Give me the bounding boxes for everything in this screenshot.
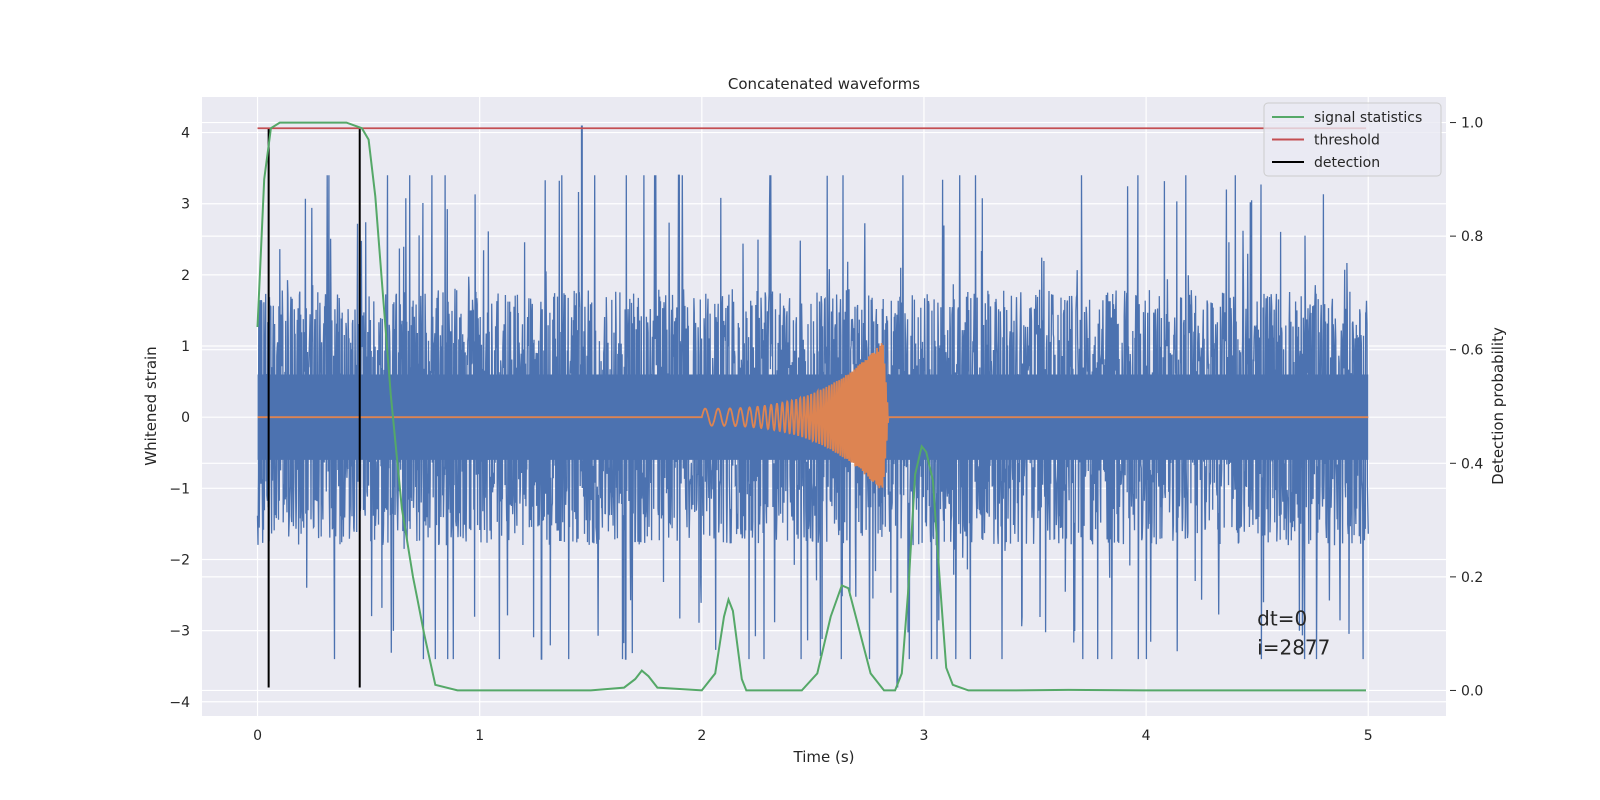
- y-tick-label: −2: [169, 552, 190, 568]
- y-tick-label: −1: [169, 481, 190, 497]
- y-tick-label: −3: [169, 624, 190, 640]
- chirp-line: [257, 343, 1369, 489]
- y2-tick-label: 0.8: [1461, 229, 1483, 245]
- y2-tick-label: 1.0: [1461, 116, 1483, 132]
- noise-line: [256, 174, 1369, 660]
- y-tick-label: 0: [181, 410, 190, 426]
- legend-label: threshold: [1314, 133, 1380, 149]
- legend: signal statistics threshold detection: [1263, 102, 1442, 177]
- chart-title: Concatenated waveforms: [728, 75, 920, 93]
- annotation-text: dt=0: [1257, 607, 1307, 631]
- signal-statistics-series: [256, 121, 1366, 692]
- y2-tick-label: 0.4: [1461, 456, 1483, 472]
- y2-tick-label: 0.6: [1461, 343, 1483, 359]
- signal-chirp-series: [257, 343, 1369, 489]
- y-tick-label: −4: [169, 695, 190, 711]
- legend-box: [1263, 102, 1442, 177]
- x-tick-label: 2: [697, 728, 706, 744]
- y-tick-label: 2: [181, 268, 190, 284]
- detection-series: [267, 129, 361, 688]
- y-tick-label: 1: [181, 339, 190, 355]
- x-axis-label: Time (s): [793, 748, 855, 766]
- x-tick-label: 1: [475, 728, 484, 744]
- annotation-text: i=2877: [1257, 636, 1330, 660]
- y2-tick-label: 0.0: [1461, 683, 1483, 699]
- y-tick-label: 4: [181, 126, 190, 142]
- x-tick-label: 5: [1364, 728, 1373, 744]
- y2-tick-label: 0.2: [1461, 570, 1483, 586]
- legend-label: detection: [1314, 155, 1380, 171]
- y2-axis-label: Detection probability: [1489, 327, 1507, 485]
- tick-labels: 0 1 2 3 4 5 −4 −3 −2 −1 0 1 2 3 4 0.0 0.2 0.4 0.6 0.8 1.0: [169, 116, 1483, 744]
- statistics-line: [256, 121, 1366, 692]
- annotation-group: dt=0 i=2877: [1257, 607, 1330, 660]
- x-tick-label: 3: [920, 728, 929, 744]
- x-tick-label: 4: [1142, 728, 1151, 744]
- y-axis-label: Whitened strain: [142, 346, 160, 465]
- legend-label: signal statistics: [1314, 110, 1422, 126]
- x-tick-label: 0: [253, 728, 262, 744]
- y-tick-label: 3: [181, 197, 190, 213]
